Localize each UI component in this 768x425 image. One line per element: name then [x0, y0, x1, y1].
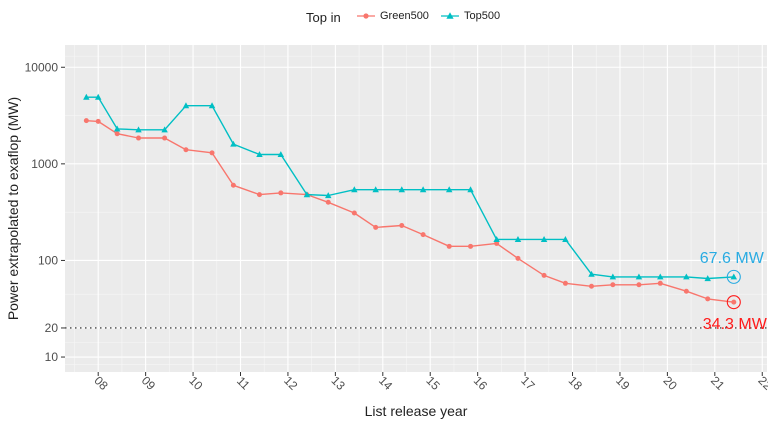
- point-green500: [325, 199, 331, 205]
- point-green500: [83, 118, 89, 124]
- point-green500: [731, 299, 737, 305]
- point-top500: [208, 102, 216, 109]
- x-tick-label: 08: [91, 373, 111, 393]
- x-tick-label: 11: [234, 374, 253, 393]
- point-top500: [372, 186, 379, 193]
- point-green500: [230, 182, 236, 188]
- y-axis: 10 20 100 1000 10000: [25, 60, 65, 364]
- legend-label-green500: Green500: [380, 10, 429, 22]
- point-top500: [182, 102, 190, 109]
- point-green500: [705, 296, 711, 302]
- y-tick-label: 20: [45, 321, 59, 335]
- point-top500: [419, 186, 427, 193]
- x-tick-label: 13: [329, 373, 349, 393]
- y-tick-label: 10: [45, 350, 59, 364]
- point-green500: [541, 272, 547, 278]
- point-green500: [589, 283, 594, 289]
- point-top500: [113, 125, 121, 132]
- y-axis-label: Power extrapolated to exaflop (MW): [5, 97, 21, 320]
- point-green500: [209, 150, 215, 156]
- point-green500: [494, 240, 500, 246]
- annotation-ring: [726, 269, 741, 284]
- point-top500: [467, 186, 474, 193]
- legend-key-top500: [441, 12, 459, 19]
- point-green500: [657, 280, 663, 286]
- x-tick-label: 09: [139, 373, 159, 393]
- point-green500: [468, 243, 474, 249]
- point-top500: [161, 126, 168, 133]
- point-top500: [514, 236, 522, 242]
- point-top500: [635, 273, 643, 280]
- x-tick-label: 22: [755, 373, 768, 393]
- point-top500: [562, 236, 569, 242]
- point-green500: [278, 190, 284, 196]
- legend: Top in Green500 Top500: [0, 6, 768, 30]
- point-top500: [588, 270, 595, 277]
- point-green500: [95, 118, 101, 124]
- x-tick-label: 19: [613, 373, 633, 393]
- point-green500: [351, 210, 357, 216]
- point-top500: [609, 273, 617, 280]
- annotation-ring: [726, 295, 741, 310]
- point-top500: [540, 236, 548, 242]
- point-top500: [277, 151, 285, 158]
- point-top500: [445, 186, 453, 193]
- point-top500: [303, 191, 311, 198]
- point-green500: [162, 135, 168, 141]
- point-top500: [704, 275, 711, 282]
- x-tick-label: 21: [708, 373, 728, 393]
- point-top500: [351, 186, 358, 193]
- point-green500: [562, 280, 568, 286]
- x-tick-label: 12: [281, 373, 301, 393]
- point-top500: [730, 273, 738, 280]
- point-top500: [683, 273, 690, 280]
- point-green500: [183, 147, 189, 153]
- point-green500: [446, 243, 452, 249]
- point-green500: [683, 288, 689, 294]
- legend-label-top500: Top500: [464, 10, 501, 22]
- point-green500: [420, 232, 426, 238]
- point-green500: [515, 255, 521, 261]
- x-tick-label: 15: [423, 373, 443, 393]
- annotation-layer: 67.6 MW 34.3 MW: [700, 250, 768, 333]
- x-tick-label: 14: [376, 373, 396, 393]
- series-top500: [83, 93, 738, 282]
- point-top500: [256, 151, 263, 158]
- point-top500: [493, 236, 500, 242]
- y-tick-label: 10000: [25, 60, 59, 74]
- x-tick-label: 20: [661, 373, 681, 393]
- point-top500: [325, 192, 332, 199]
- annotation-label: 67.6 MW: [700, 250, 765, 267]
- annotation-label: 34.3 MW: [703, 316, 768, 333]
- x-axis: 08 09 10 11 12 13 14 15 16 17 18 19 20 21 22: [91, 372, 768, 393]
- series-layer: [83, 93, 738, 305]
- point-green500: [114, 131, 120, 137]
- series-green500: [83, 118, 737, 305]
- point-top500: [135, 126, 142, 133]
- legend-key-green500: [357, 13, 375, 19]
- x-tick-label: 16: [471, 373, 491, 393]
- point-top500: [83, 93, 90, 100]
- y-tick-label: 100: [38, 253, 58, 267]
- point-top500: [657, 273, 664, 280]
- point-top500: [94, 93, 102, 100]
- point-green500: [373, 224, 379, 230]
- point-green500: [256, 192, 262, 198]
- point-green500: [399, 223, 405, 229]
- legend-title: Top in: [306, 10, 341, 25]
- point-green500: [636, 282, 642, 288]
- x-tick-label: 10: [186, 373, 206, 393]
- plot-panel: [65, 45, 767, 372]
- point-top500: [230, 140, 237, 147]
- point-top500: [398, 186, 406, 193]
- point-green500: [610, 282, 616, 288]
- x-tick-label: 17: [518, 373, 538, 393]
- minor-gridlines: [65, 45, 767, 372]
- x-tick-label: 18: [566, 373, 586, 393]
- y-tick-label: 1000: [31, 157, 58, 171]
- point-green500: [136, 135, 142, 141]
- x-axis-label: List release year: [365, 403, 468, 419]
